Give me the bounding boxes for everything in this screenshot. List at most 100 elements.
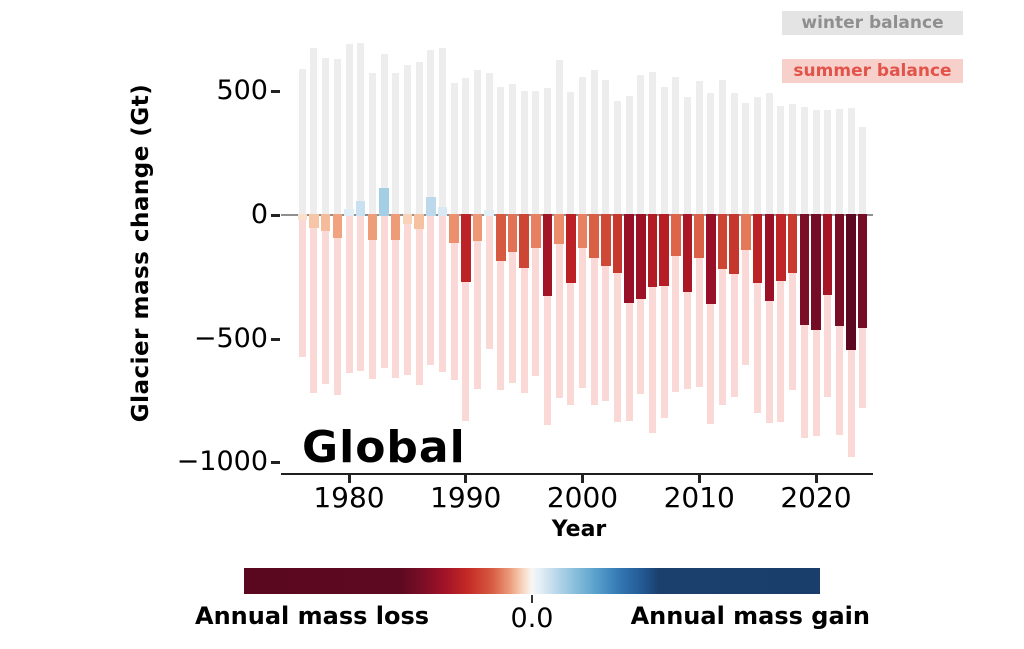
winter-bar [707, 92, 715, 215]
x-tick-label: 1980 [313, 481, 385, 514]
summer-bar [508, 215, 516, 384]
annual-bar [460, 214, 471, 283]
annual-bar [507, 214, 518, 252]
annual-bar [414, 214, 424, 230]
annual-bar [659, 214, 670, 286]
annual-bar [472, 214, 483, 241]
annual-bar [636, 214, 646, 300]
winter-bar [730, 93, 738, 215]
annual-bar [811, 214, 821, 330]
summer-bar [684, 215, 692, 390]
winter-bar [450, 83, 458, 215]
summer-bar [707, 215, 715, 425]
summer-bar [438, 215, 446, 373]
winter-bar [824, 110, 832, 215]
y-tick-label: −500 [193, 322, 268, 354]
summer-bar [649, 215, 657, 433]
annual-bar [577, 214, 588, 248]
annual-bar [822, 214, 833, 295]
winter-bar [719, 79, 727, 215]
summer-bar [800, 215, 808, 438]
summer-bar [333, 215, 341, 395]
winter-bar [532, 91, 540, 215]
annual-bar [834, 214, 845, 327]
annual-bar [519, 214, 529, 269]
winter-bar [543, 87, 551, 215]
annual-bar [787, 214, 798, 273]
summer-bar [614, 215, 622, 423]
summer-bar [357, 215, 365, 372]
summer-bar [415, 215, 423, 385]
x-tick-mark [697, 474, 701, 483]
annual-bar [589, 214, 599, 259]
y-tick-label: −1000 [176, 446, 268, 478]
annual-bar [846, 214, 856, 350]
winter-bar [520, 91, 528, 215]
summer-bar [368, 215, 376, 380]
summer-bar [462, 215, 470, 422]
x-tick-label: 2000 [546, 481, 619, 514]
winter-bar [637, 75, 645, 215]
summer-bar [754, 215, 762, 414]
annual-bar [717, 214, 728, 269]
legend-winter-label: winter balance [801, 13, 944, 33]
annual-bar [379, 188, 389, 216]
x-axis-spine [281, 473, 873, 475]
summer-bar [637, 215, 645, 395]
annual-bar [425, 196, 436, 216]
annual-bar [344, 209, 354, 216]
summer-bar [660, 215, 668, 418]
annual-bar [531, 214, 541, 248]
colorbar-zero-label: 0.0 [510, 603, 554, 634]
annual-bar [495, 214, 506, 261]
annual-bar [647, 214, 658, 287]
summer-bar [403, 215, 411, 375]
annual-bar [857, 214, 868, 328]
annual-bar [309, 214, 319, 229]
winter-bar [473, 69, 481, 215]
summer-bar [719, 215, 727, 405]
x-tick-label: 2020 [780, 481, 852, 514]
summer-bar [765, 215, 773, 424]
winter-bar [777, 106, 785, 215]
annual-bar [390, 214, 401, 240]
chart-title: Global [302, 422, 466, 473]
annual-bar [741, 214, 751, 250]
annual-bar [449, 214, 459, 244]
summer-bar [392, 215, 400, 379]
annual-bar [542, 214, 553, 296]
y-tick-mark [271, 337, 280, 341]
summer-bar [473, 215, 481, 389]
winter-bar [497, 87, 505, 215]
annual-bar [566, 214, 576, 284]
winter-bar [485, 72, 493, 215]
annual-bar [601, 214, 611, 267]
winter-bar [800, 106, 808, 215]
legend-item-summer-balance: summer balance [782, 59, 963, 83]
winter-bar [835, 109, 843, 215]
summer-bar [730, 215, 738, 397]
y-tick-label: 500 [216, 75, 268, 107]
summer-bar [497, 215, 505, 391]
winter-bar [579, 76, 586, 215]
winter-bar [427, 49, 435, 215]
annual-bar [332, 214, 343, 239]
winter-bar [462, 78, 470, 215]
winter-bar [847, 108, 855, 215]
winter-bar [660, 87, 668, 215]
winter-bar [614, 101, 622, 215]
annual-balance-colorbar [244, 568, 820, 594]
winter-bar [590, 70, 598, 215]
winter-bar [672, 77, 680, 215]
summer-bar [672, 215, 680, 393]
summer-bar [789, 215, 797, 391]
annual-bar [297, 214, 308, 220]
y-tick-mark [271, 461, 280, 465]
annual-bar [320, 214, 331, 231]
annual-bar [554, 214, 564, 245]
summer-bar [322, 215, 330, 385]
annual-bar [355, 201, 366, 216]
summer-bar [602, 215, 610, 401]
winter-bar [789, 104, 797, 215]
summer-bar [345, 215, 353, 374]
